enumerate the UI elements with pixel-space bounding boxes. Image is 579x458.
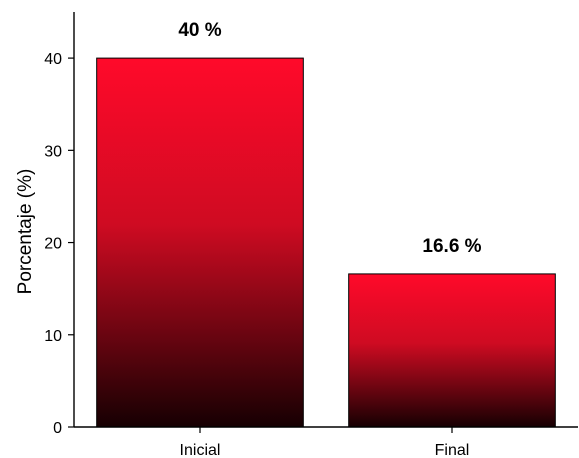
data-label-inicial: 40 % xyxy=(178,20,221,41)
y-tick-label: 30 xyxy=(44,143,62,160)
bar-final xyxy=(348,273,556,428)
data-labels-group: 40 % 16.6 % xyxy=(178,20,481,257)
data-label-final: 16.6 % xyxy=(422,236,481,257)
x-axis-ticks: Inicial Final xyxy=(180,427,470,458)
x-tick-label-final: Final xyxy=(435,442,470,458)
y-tick-label: 40 xyxy=(44,51,62,68)
y-tick-label: 20 xyxy=(44,236,62,253)
x-tick-label-inicial: Inicial xyxy=(180,442,221,458)
bars-group xyxy=(96,57,556,428)
y-axis-label: Porcentaje (%) xyxy=(15,169,36,295)
bar-inicial xyxy=(96,57,304,428)
y-axis-ticks: 0 10 20 30 40 xyxy=(44,51,74,437)
y-tick-label: 10 xyxy=(44,328,62,345)
y-tick-label: 0 xyxy=(53,420,62,437)
